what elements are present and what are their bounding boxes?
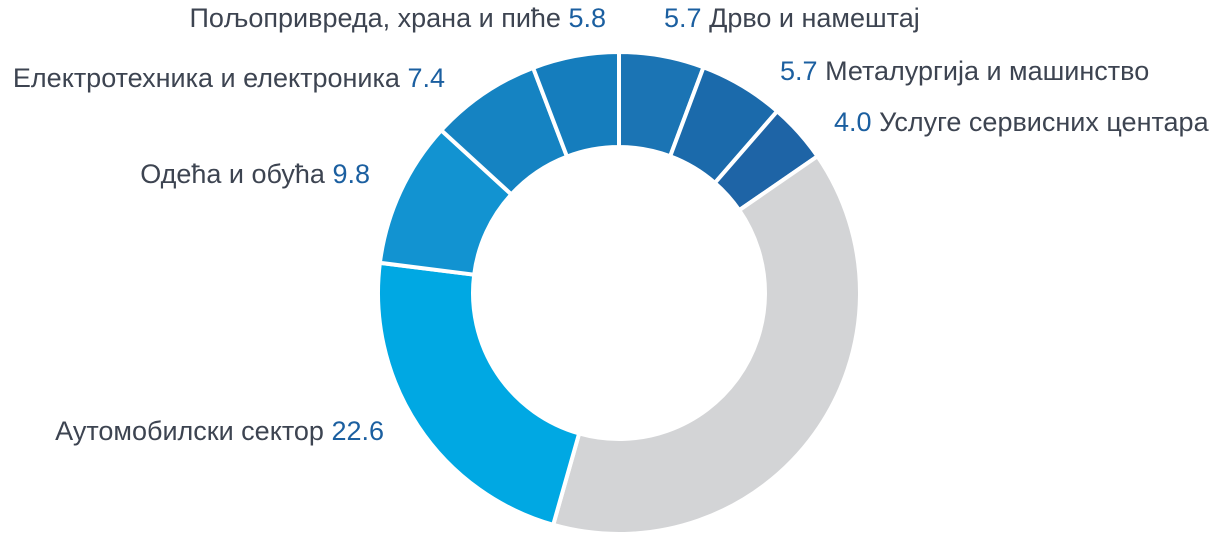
label-clothing-footwear: Одећа и обућа 9.8: [140, 157, 370, 191]
label-electrotechnics: Електротехника и електроника 7.4: [13, 61, 445, 95]
label-metallurgy: 5.7 Металургија и машинство: [780, 54, 1149, 88]
name-service-centers: Услуге сервисних центара: [879, 107, 1209, 137]
donut-slice-7: [530, 49, 621, 160]
value-metallurgy: 5.7: [780, 56, 818, 86]
value-wood-furniture: 5.7: [664, 3, 702, 33]
name-automotive: Аутомобилски сектор: [55, 416, 324, 446]
name-wood-furniture: Дрво и намештај: [709, 3, 920, 33]
name-metallurgy: Металургија и машинство: [825, 56, 1150, 86]
label-agriculture-food: Пољопривреда, храна и пиће 5.8: [189, 1, 606, 35]
label-service-centers: 4.0 Услуге сервисних центара: [834, 105, 1209, 139]
value-service-centers: 4.0: [834, 107, 872, 137]
label-wood-furniture: 5.7 Дрво и намештај: [664, 1, 920, 35]
name-clothing-footwear: Одећа и обућа: [140, 159, 325, 189]
name-agriculture-food: Пољопривреда, храна и пиће: [189, 3, 561, 33]
value-automotive: 22.6: [331, 416, 384, 446]
label-automotive: Аутомобилски сектор 22.6: [55, 414, 384, 448]
value-clothing-footwear: 9.8: [332, 159, 370, 189]
name-electrotechnics: Електротехника и електроника: [12, 63, 400, 93]
donut-slice-3: [550, 153, 862, 536]
value-electrotechnics: 7.4: [407, 63, 445, 93]
donut-slice-4: [376, 260, 582, 528]
value-agriculture-food: 5.8: [568, 3, 606, 33]
